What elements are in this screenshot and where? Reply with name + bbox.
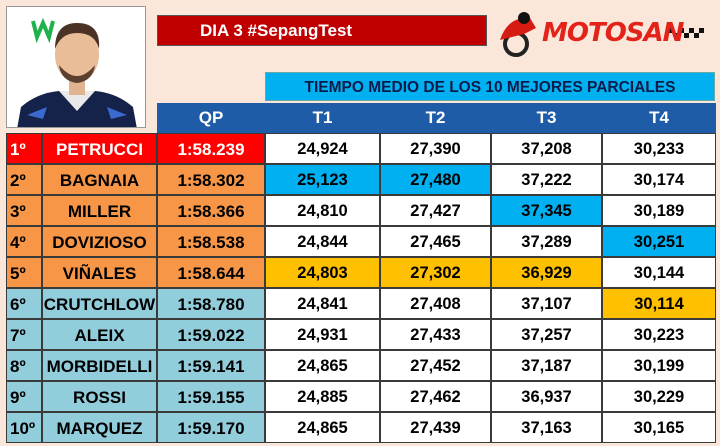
cell-name: DOVIZIOSO — [42, 226, 157, 257]
cell-t1: 24,865 — [265, 412, 380, 443]
cell-t3: 37,289 — [491, 226, 602, 257]
cell-t1: 24,865 — [265, 350, 380, 381]
cell-name: MARQUEZ — [42, 412, 157, 443]
cell-t2: 27,390 — [380, 133, 491, 164]
cell-t1: 24,841 — [265, 288, 380, 319]
cell-qp: 1:58.780 — [157, 288, 265, 319]
cell-pos: 1º — [6, 133, 42, 164]
cell-name: ROSSI — [42, 381, 157, 412]
cell-t1: 24,885 — [265, 381, 380, 412]
cell-t2: 27,462 — [380, 381, 491, 412]
cell-pos: 10º — [6, 412, 42, 443]
table-row: 2º BAGNAIA 1:58.302 25,123 27,480 37,222 30,17… — [6, 164, 716, 195]
cell-qp: 1:58.644 — [157, 257, 265, 288]
cell-t2: 27,452 — [380, 350, 491, 381]
cell-name: MILLER — [42, 195, 157, 226]
cell-t3: 37,163 — [491, 412, 602, 443]
cell-t1: 25,123 — [265, 164, 380, 195]
cell-qp: 1:58.239 — [157, 133, 265, 164]
cell-t4: 30,189 — [602, 195, 716, 226]
table-row: 10º MARQUEZ 1:59.170 24,865 27,439 37,163 30,1… — [6, 412, 716, 443]
cell-t4: 30,165 — [602, 412, 716, 443]
cell-name: ALEIX — [42, 319, 157, 350]
cell-qp: 1:58.366 — [157, 195, 265, 226]
cell-name: BAGNAIA — [42, 164, 157, 195]
cell-t2: 27,465 — [380, 226, 491, 257]
cell-pos: 8º — [6, 350, 42, 381]
column-header-t2: T2 — [380, 103, 491, 133]
cell-t2: 27,302 — [380, 257, 491, 288]
table-row: 8º MORBIDELLI 1:59.141 24,865 27,452 37,187 30… — [6, 350, 716, 381]
cell-qp: 1:58.538 — [157, 226, 265, 257]
column-header-t4: T4 — [602, 103, 716, 133]
table-row: 6º CRUTCHLOW 1:58.780 24,841 27,408 37,107 30,… — [6, 288, 716, 319]
motosan-logo: MOTOSAN — [494, 8, 716, 58]
cell-qp: 1:59.155 — [157, 381, 265, 412]
cell-pos: 6º — [6, 288, 42, 319]
cell-pos: 5º — [6, 257, 42, 288]
cell-t1: 24,931 — [265, 319, 380, 350]
column-header-qp: QP — [157, 103, 265, 133]
cell-t2: 27,480 — [380, 164, 491, 195]
cell-t1: 24,844 — [265, 226, 380, 257]
table-row: 1º PETRUCCI 1:58.239 24,924 27,390 37,208 30,2… — [6, 133, 716, 164]
cell-t3: 37,208 — [491, 133, 602, 164]
table-row: 3º MILLER 1:58.366 24,810 27,427 37,345 30,189 — [6, 195, 716, 226]
cell-t3: 37,187 — [491, 350, 602, 381]
table-banner: TIEMPO MEDIO DE LOS 10 MEJORES PARCIALES — [265, 72, 715, 101]
table-row: 5º VIÑALES 1:58.644 24,803 27,302 36,929 30,14… — [6, 257, 716, 288]
cell-t2: 27,439 — [380, 412, 491, 443]
cell-pos: 9º — [6, 381, 42, 412]
cell-name: PETRUCCI — [42, 133, 157, 164]
cell-t3: 37,345 — [491, 195, 602, 226]
rider-portrait-icon — [7, 7, 145, 127]
page-title: DIA 3 #SepangTest — [157, 15, 487, 46]
motorbike-logo-icon — [500, 12, 704, 57]
cell-t3: 37,107 — [491, 288, 602, 319]
cell-t2: 27,408 — [380, 288, 491, 319]
cell-t1: 24,924 — [265, 133, 380, 164]
cell-pos: 7º — [6, 319, 42, 350]
cell-t4: 30,251 — [602, 226, 716, 257]
cell-t2: 27,433 — [380, 319, 491, 350]
cell-qp: 1:58.302 — [157, 164, 265, 195]
cell-qp: 1:59.141 — [157, 350, 265, 381]
cell-qp: 1:59.022 — [157, 319, 265, 350]
cell-qp: 1:59.170 — [157, 412, 265, 443]
table-row: 9º ROSSI 1:59.155 24,885 27,462 36,937 30,229 — [6, 381, 716, 412]
logo-text: MOTOSAN — [542, 18, 684, 48]
cell-t2: 27,427 — [380, 195, 491, 226]
cell-pos: 2º — [6, 164, 42, 195]
cell-t4: 30,229 — [602, 381, 716, 412]
cell-pos: 3º — [6, 195, 42, 226]
rider-photo — [6, 6, 146, 128]
cell-t3: 37,257 — [491, 319, 602, 350]
cell-t1: 24,803 — [265, 257, 380, 288]
cell-t1: 24,810 — [265, 195, 380, 226]
cell-t3: 36,929 — [491, 257, 602, 288]
table-row: 7º ALEIX 1:59.022 24,931 27,433 37,257 30,223 — [6, 319, 716, 350]
cell-name: VIÑALES — [42, 257, 157, 288]
cell-name: MORBIDELLI — [42, 350, 157, 381]
column-header-t3: T3 — [491, 103, 602, 133]
cell-t4: 30,174 — [602, 164, 716, 195]
cell-t4: 30,199 — [602, 350, 716, 381]
table-row: 4º DOVIZIOSO 1:58.538 24,844 27,465 37,289 30,… — [6, 226, 716, 257]
column-header-t1: T1 — [265, 103, 380, 133]
cell-t3: 37,222 — [491, 164, 602, 195]
cell-t4: 30,144 — [602, 257, 716, 288]
cell-t3: 36,937 — [491, 381, 602, 412]
cell-pos: 4º — [6, 226, 42, 257]
cell-t4: 30,233 — [602, 133, 716, 164]
cell-t4: 30,223 — [602, 319, 716, 350]
cell-name: CRUTCHLOW — [42, 288, 157, 319]
cell-t4: 30,114 — [602, 288, 716, 319]
